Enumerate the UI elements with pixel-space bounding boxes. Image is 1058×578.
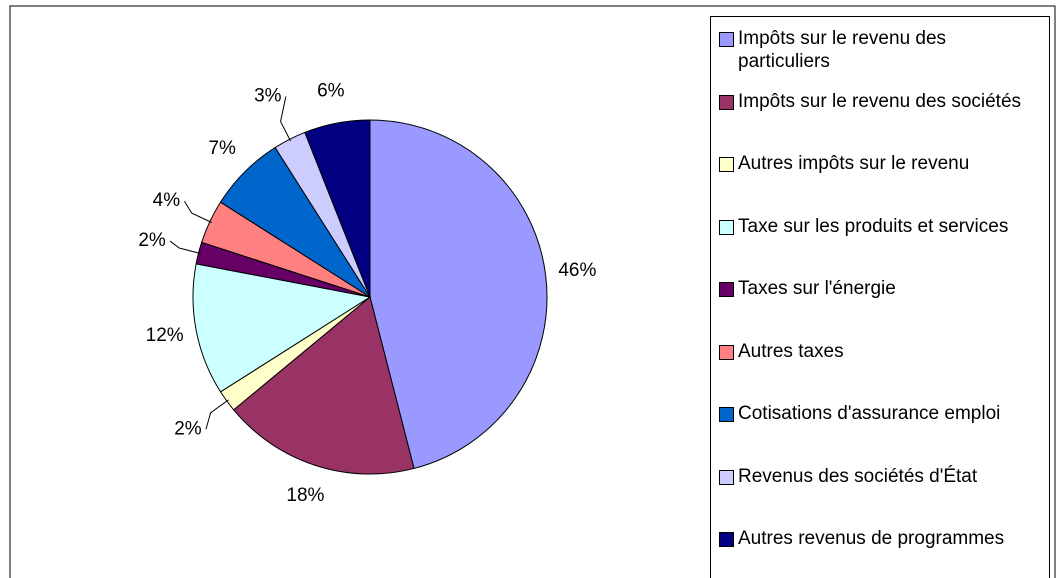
data-label: 12% (146, 325, 184, 346)
pie-slice (232, 296, 415, 475)
legend-entry: Impôts sur le revenu des sociétés (719, 90, 1041, 113)
legend-entry: Cotisations d'assurance emploi (719, 402, 1041, 425)
legend-swatch (719, 219, 734, 235)
legend-label: Impôts sur le revenu des sociétés (738, 90, 1022, 112)
leader-line (183, 200, 212, 223)
leader-line (280, 96, 291, 142)
legend-label: Cotisations d'assurance emploi (738, 403, 1001, 424)
legend-swatch (719, 282, 734, 297)
legend-swatch (719, 344, 734, 360)
legend-entry: Impôts sur le revenu des particuliers (719, 27, 1041, 73)
legend-swatch (719, 32, 734, 47)
legend-swatch (719, 532, 734, 547)
legend-label: Revenus des sociétés d'État (738, 465, 978, 487)
pie-slice (304, 119, 371, 298)
data-label: 3% (254, 86, 282, 107)
legend-entry: Revenus des sociétés d'État (719, 465, 1041, 488)
data-label: 6% (317, 81, 345, 102)
legend: Impôts sur le revenu des particuliers Imp… (710, 16, 1050, 578)
data-label: 18% (286, 485, 324, 506)
legend-label: Autres taxes (738, 340, 844, 362)
data-label: 4% (153, 190, 181, 211)
legend-swatch (719, 407, 734, 422)
legend-swatch (719, 469, 734, 485)
legend-label: Taxes sur l'énergie (738, 278, 896, 299)
legend-entry: Autres revenus de programmes (719, 527, 1041, 550)
legend-entry: Autres taxes (719, 340, 1041, 363)
legend-label: Taxe sur les produits et services (738, 215, 1009, 237)
data-label: 46% (558, 260, 596, 281)
legend-entry: Taxes sur l'énergie (719, 277, 1041, 300)
legend-entry: Taxe sur les produits et services (719, 215, 1041, 238)
pie-slice (192, 263, 372, 393)
legend-label: Autres revenus de programmes (738, 528, 1005, 549)
data-label: 2% (138, 230, 166, 251)
legend-label: Impôts sur le revenu des particuliers (738, 28, 947, 72)
leader-line (169, 240, 201, 254)
legend-swatch (719, 157, 734, 172)
data-label: 2% (174, 418, 202, 439)
pie-slice (369, 119, 548, 470)
data-label: 7% (208, 138, 236, 159)
legend-entry: Autres impôts sur le revenu (719, 152, 1041, 175)
leader-line (205, 399, 229, 430)
legend-label: Autres impôts sur le revenu (738, 153, 970, 174)
legend-swatch (719, 94, 734, 110)
